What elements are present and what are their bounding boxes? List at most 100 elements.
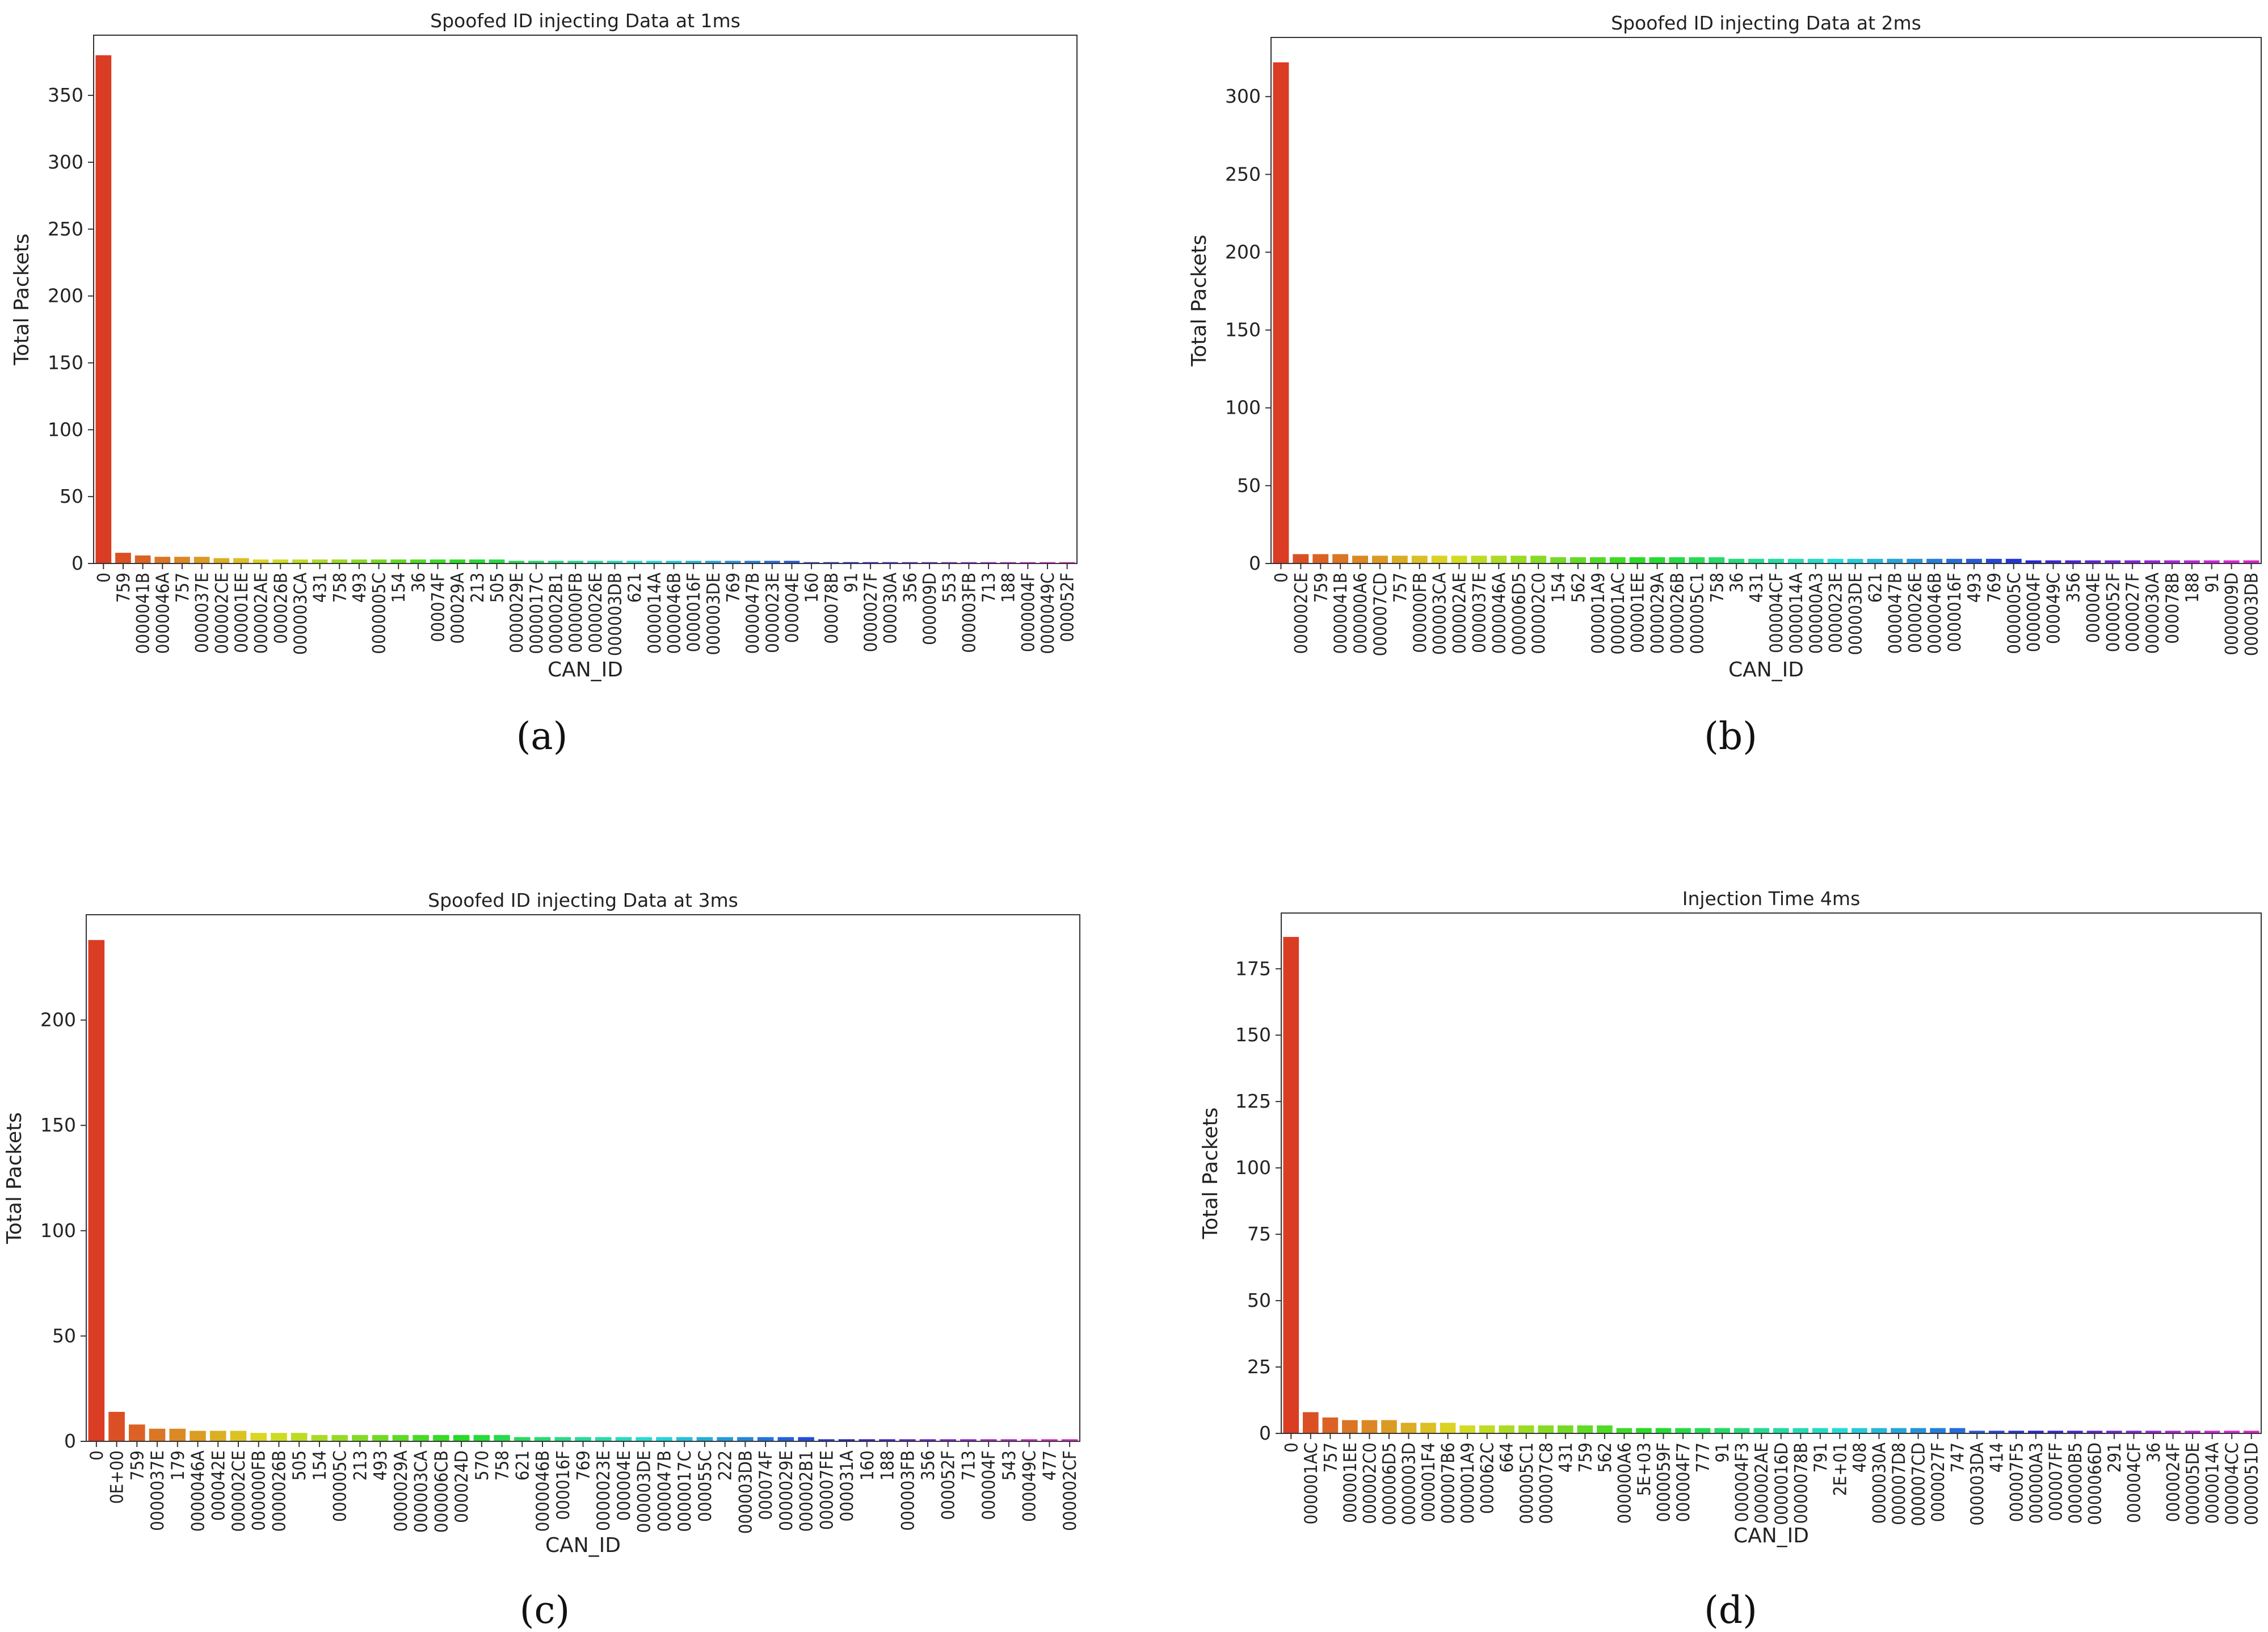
bar bbox=[1728, 558, 1745, 563]
y-tick-label: 50 bbox=[60, 485, 83, 507]
x-tick-label: 000002CE bbox=[229, 1450, 249, 1532]
bar bbox=[291, 1433, 308, 1441]
x-tick-label: 000052F bbox=[1058, 573, 1078, 642]
bar bbox=[1910, 1428, 1926, 1433]
x-tick-label: 769 bbox=[1984, 573, 2005, 603]
bar bbox=[744, 561, 760, 563]
bar bbox=[473, 1435, 490, 1441]
x-tick-label: 000026B bbox=[271, 573, 291, 644]
bar bbox=[1371, 556, 1388, 563]
y-tick-label: 50 bbox=[1247, 1289, 1271, 1311]
x-tick-label: 0000016D bbox=[1772, 1442, 1792, 1525]
x-tick-label: 621 bbox=[1865, 573, 1886, 603]
x-tick-label: 000049C bbox=[1020, 1450, 1040, 1522]
y-tick-label: 75 bbox=[1247, 1223, 1271, 1245]
x-tick-label: 0000030A bbox=[1869, 1442, 1890, 1524]
x-tick-label: 621 bbox=[625, 573, 645, 603]
bar bbox=[1059, 562, 1075, 563]
x-tick-label: 000003CA bbox=[411, 1450, 432, 1533]
bar bbox=[2126, 1431, 2142, 1433]
bar bbox=[1577, 1425, 1593, 1433]
bar bbox=[1649, 557, 1665, 563]
bar bbox=[129, 1424, 145, 1441]
x-tick-label: 758 bbox=[1707, 573, 1727, 603]
bar bbox=[1949, 1428, 1966, 1433]
y-tick-label: 150 bbox=[40, 1114, 76, 1136]
x-tick-label: 0000059F bbox=[1654, 1442, 1674, 1522]
x-tick-label: 0000046A bbox=[188, 1450, 209, 1532]
y-tick-label: 150 bbox=[1225, 319, 1261, 341]
bar bbox=[879, 1439, 895, 1441]
x-tick-label: 000005C1 bbox=[1517, 1442, 1537, 1524]
bar bbox=[1550, 557, 1567, 563]
x-tick-label: 0000026B bbox=[269, 1450, 289, 1532]
y-tick-label: 175 bbox=[1235, 957, 1271, 979]
bar bbox=[1988, 1431, 2005, 1433]
x-tick-label: 000000A3 bbox=[2026, 1442, 2047, 1524]
bar bbox=[1440, 1423, 1456, 1433]
bar bbox=[1459, 1425, 1475, 1433]
x-tick-label: 0000078B bbox=[1791, 1442, 1811, 1524]
bar bbox=[882, 562, 898, 563]
bar bbox=[587, 561, 603, 563]
bar bbox=[390, 559, 407, 563]
bar bbox=[174, 557, 190, 563]
x-tick-label: 493 bbox=[350, 573, 370, 603]
bar bbox=[272, 559, 289, 563]
bar bbox=[1867, 558, 1883, 563]
x-tick-label: 664 bbox=[1497, 1442, 1517, 1473]
bar bbox=[961, 562, 977, 563]
x-tick-label: 0000037E bbox=[192, 573, 213, 653]
x-tick-label: 000005C1 bbox=[1687, 573, 1707, 654]
bar bbox=[636, 1437, 652, 1441]
x-tick-label: 356 bbox=[2063, 573, 2084, 603]
x-tick-label: 000052F bbox=[939, 1450, 959, 1520]
x-tick-label: 505 bbox=[487, 573, 508, 603]
bar bbox=[1768, 558, 1784, 563]
x-tick-label: 0000004F bbox=[2024, 573, 2044, 652]
bar bbox=[1000, 562, 1016, 563]
x-tick-label: 000002CF bbox=[1060, 1450, 1080, 1531]
bar bbox=[95, 55, 112, 564]
bar bbox=[2027, 1431, 2044, 1433]
x-tick-label: 000000A3 bbox=[1806, 573, 1827, 654]
bar bbox=[154, 557, 171, 563]
x-tick-label: 0000046B bbox=[533, 1450, 553, 1532]
x-axis-label: CAN_ID bbox=[548, 658, 623, 682]
bar bbox=[1985, 558, 2002, 563]
chart-1: 05010015020025030035007590000041B0000046… bbox=[10, 10, 1078, 758]
bar bbox=[960, 1439, 977, 1441]
x-tick-label: 000074F bbox=[756, 1450, 776, 1520]
bar bbox=[784, 561, 800, 563]
x-tick-label: 0000023E bbox=[763, 573, 783, 653]
y-tick-label: 200 bbox=[1225, 241, 1261, 263]
x-tick-label: 0000004F bbox=[1018, 573, 1038, 652]
x-tick-label: 000002C0 bbox=[1529, 573, 1549, 654]
bar bbox=[1852, 1428, 1867, 1433]
bar bbox=[2005, 558, 2022, 563]
x-tick-label: 000002B1 bbox=[546, 573, 567, 654]
bar bbox=[410, 559, 426, 563]
bar bbox=[919, 1439, 936, 1441]
bar bbox=[1471, 556, 1487, 563]
bar bbox=[1352, 556, 1369, 563]
bar bbox=[1558, 1425, 1573, 1433]
bar bbox=[980, 1439, 997, 1441]
bar bbox=[2145, 1431, 2161, 1433]
bar bbox=[1966, 558, 1982, 563]
bar bbox=[1273, 62, 1289, 563]
bar bbox=[1832, 1428, 1848, 1433]
panel-caption: (b) bbox=[1704, 714, 1757, 758]
bar bbox=[1589, 557, 1606, 563]
bar bbox=[2243, 560, 2259, 563]
bar bbox=[862, 562, 878, 563]
x-tick-label: 0000052F bbox=[2103, 573, 2123, 652]
bar bbox=[331, 1435, 348, 1441]
bar bbox=[1926, 558, 1943, 563]
x-tick-label: 000007C8 bbox=[1536, 1442, 1556, 1524]
x-tick-label: 160 bbox=[857, 1450, 878, 1480]
x-tick-label: 000006CB bbox=[431, 1450, 452, 1533]
bar bbox=[554, 1437, 571, 1441]
bar bbox=[607, 561, 623, 563]
bar bbox=[2204, 1431, 2220, 1433]
